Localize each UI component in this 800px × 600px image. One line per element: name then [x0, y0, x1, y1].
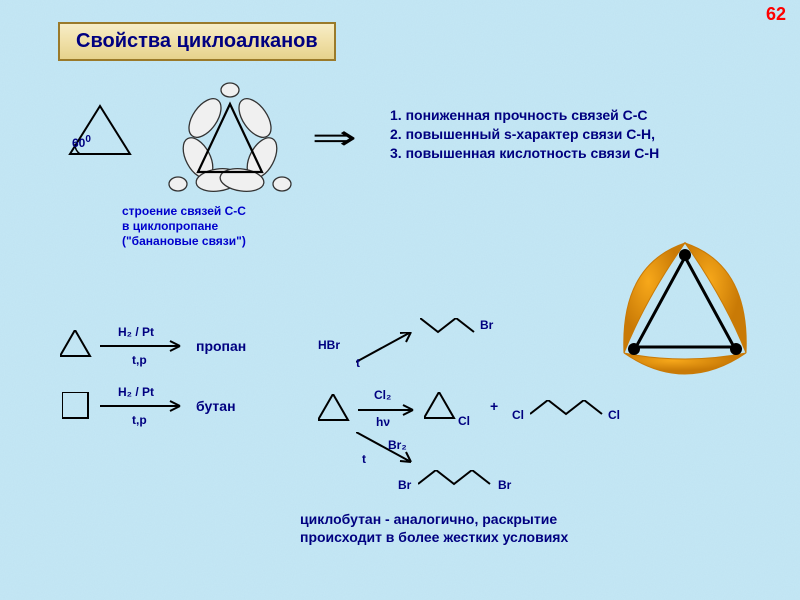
product-dibromo	[418, 470, 498, 490]
label-t-1: t	[356, 356, 360, 370]
label-cl2: Cl₂	[374, 388, 391, 402]
label-butane: бутан	[196, 398, 236, 414]
label-h2pt-2: H₂ / Pt	[118, 385, 154, 399]
label-hv: hν	[376, 415, 390, 429]
label-br-3: Br	[498, 478, 511, 492]
angle-triangle	[60, 100, 140, 164]
label-br-2: Br	[398, 478, 411, 492]
orbital-diagram	[160, 80, 300, 200]
orbital-caption: строение связей С-С в циклопропане ("бан…	[122, 204, 246, 249]
label-br-1: Br	[480, 318, 493, 332]
property-list: 1. пониженная прочность связей С-С 2. по…	[390, 106, 659, 163]
product-hbr	[420, 318, 482, 338]
page-number: 62	[766, 4, 786, 25]
label-br2: Br₂	[388, 438, 407, 452]
angle-label: 600	[72, 134, 91, 150]
label-cl-1: Cl	[458, 414, 470, 428]
cyclopropane-1	[60, 330, 96, 362]
label-hbr: HBr	[318, 338, 340, 352]
chlorocyclopropane	[424, 392, 460, 424]
label-tp-1: t,p	[132, 353, 147, 367]
label-propane: пропан	[196, 338, 246, 354]
label-tp-2: t,p	[132, 413, 147, 427]
product-dichloro	[530, 400, 610, 420]
label-cl-2: Cl	[512, 408, 524, 422]
arrow-butane	[100, 400, 190, 414]
slide-title: Свойства циклоалканов	[58, 22, 336, 61]
implication-arrow: ⇒	[311, 118, 357, 158]
label-cl-3: Cl	[608, 408, 620, 422]
label-plus: +	[490, 398, 498, 414]
bottom-caption: циклобутан - аналогично, раскрытие проис…	[300, 510, 568, 546]
banana-bond-model	[590, 225, 780, 400]
cyclobutane-1	[62, 392, 94, 424]
label-h2pt-1: H₂ / Pt	[118, 325, 154, 339]
label-t-2: t	[362, 452, 366, 466]
cyclopropane-center	[318, 394, 354, 426]
arrow-hbr	[356, 332, 420, 372]
arrow-propane	[100, 340, 190, 354]
